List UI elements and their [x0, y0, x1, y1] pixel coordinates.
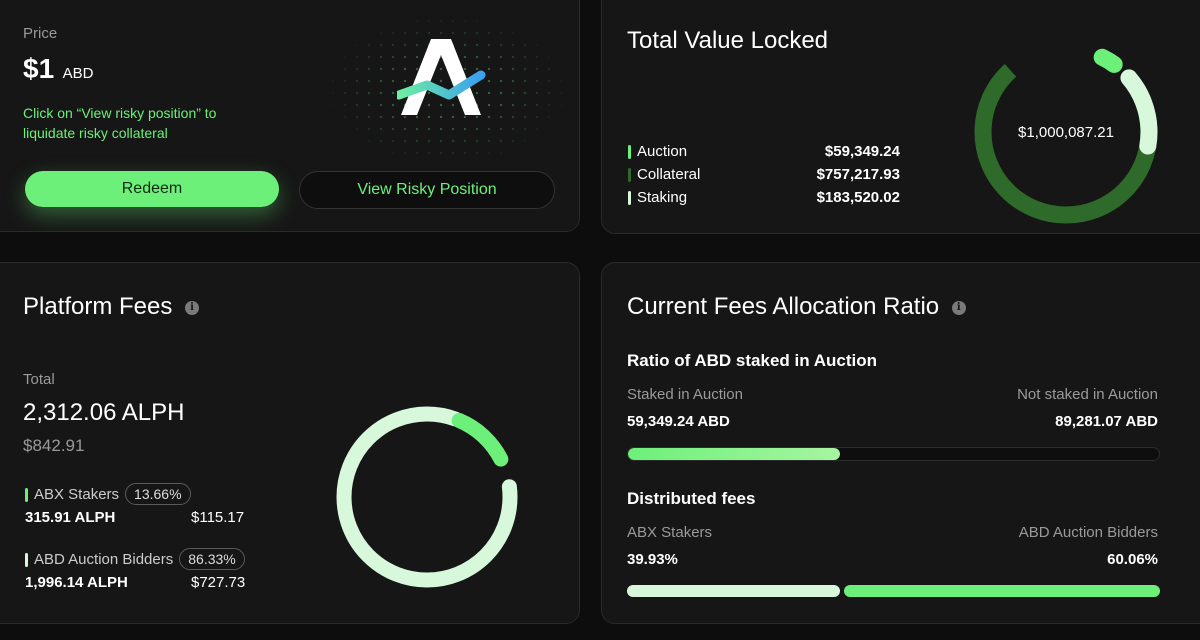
fees-total-value: 2,312.06 ALPH: [23, 399, 185, 426]
group-label: ABD Auction Bidders: [34, 551, 174, 568]
fees-arc-abd-bidders: [336, 406, 518, 588]
fees-group-abx-stakers: ABX Stakers 13.66% 315.91 ALPH $115.17: [25, 483, 255, 526]
abx-stakers-segment: [627, 585, 840, 597]
legend-marker-staking: [628, 191, 631, 206]
redeem-label: Redeem: [121, 180, 183, 197]
tvl-legend-staking: Staking $183,520.02: [628, 189, 900, 206]
abx-stakers-label: ABX Stakers: [627, 524, 713, 541]
legend-label: Auction: [637, 143, 688, 160]
info-icon[interactable]: i: [951, 300, 966, 315]
distributed-fees-bar: [627, 585, 1160, 597]
staked-value: 59,349.24 ABD: [627, 413, 730, 430]
info-icon[interactable]: i: [185, 300, 200, 315]
legend-marker-abx: [25, 488, 28, 503]
group-alph: 315.91 ALPH: [25, 509, 116, 526]
staked-ratio-bar: [627, 447, 1160, 461]
tvl-arc-staking: [974, 40, 1158, 224]
group-label: ABX Stakers: [34, 486, 120, 503]
tvl-card: Total Value Locked Auction $59,349.24 Co…: [601, 0, 1200, 234]
legend-value: $59,349.24: [824, 143, 900, 160]
view-risky-position-button[interactable]: View Risky Position: [299, 171, 555, 209]
staked-ratio-fill: [628, 448, 840, 460]
tvl-legend-auction: Auction $59,349.24: [628, 143, 900, 160]
liquidate-hint: Click on “View risky position” to liquid…: [23, 105, 217, 141]
group-usd: $115.17: [191, 509, 245, 526]
allocation-card: Current Fees Allocation Ratio i Ratio of…: [601, 262, 1200, 624]
fees-group-abd-auction-bidders: ABD Auction Bidders 86.33% 1,996.14 ALPH …: [25, 548, 265, 591]
redeem-button[interactable]: Redeem: [25, 171, 279, 207]
price-label: Price: [23, 25, 58, 42]
abd-bidders-value: 60.06%: [1107, 551, 1158, 568]
not-staked-label: Not staked in Auction: [1017, 386, 1158, 403]
staked-label: Staked in Auction: [627, 386, 743, 403]
abd-logo-icon: [397, 39, 486, 115]
legend-label: Collateral: [637, 166, 701, 183]
allocation-title-row: Current Fees Allocation Ratio i: [627, 293, 966, 321]
abx-stakers-value: 39.93%: [627, 551, 678, 568]
not-staked-value: 89,281.07 ABD: [1055, 413, 1158, 430]
fees-total-usd: $842.91: [23, 436, 85, 455]
legend-marker-auction: [628, 145, 631, 160]
tvl-donut-chart: $1,000,087.21: [974, 40, 1158, 224]
view-risky-label: View Risky Position: [357, 181, 497, 198]
tvl-total: $1,000,087.21: [1018, 124, 1114, 141]
platform-fees-title-row: Platform Fees i: [23, 293, 200, 321]
tvl-title: Total Value Locked: [627, 27, 829, 54]
group-usd: $727.73: [191, 574, 246, 591]
price-value: $1 ABD: [23, 53, 93, 85]
allocation-title: Current Fees Allocation Ratio: [627, 293, 940, 320]
legend-marker-abd: [25, 553, 28, 568]
platform-fees-card: Platform Fees i Total 2,312.06 ALPH $842…: [0, 262, 580, 624]
fees-donut-chart: [336, 406, 518, 588]
price-card: Price $1 ABD Click on “View risky positi…: [0, 0, 580, 232]
platform-fees-title: Platform Fees: [23, 293, 173, 320]
fees-total-label: Total: [23, 371, 55, 388]
legend-label: Staking: [637, 189, 688, 206]
abd-bidders-label: ABD Auction Bidders: [1018, 524, 1158, 541]
tvl-legend-collateral: Collateral $757,217.93: [628, 166, 900, 183]
group-percent-badge: 86.33%: [179, 548, 245, 570]
group-alph: 1,996.14 ALPH: [25, 574, 128, 591]
legend-marker-collateral: [628, 168, 631, 183]
abd-bidders-segment: [843, 585, 1160, 597]
group-percent-badge: 13.66%: [125, 483, 191, 505]
price-amount: $1: [23, 53, 55, 84]
ratio-title: Ratio of ABD staked in Auction: [627, 351, 877, 370]
distributed-fees-title: Distributed fees: [627, 489, 756, 508]
price-unit: ABD: [62, 65, 94, 82]
legend-value: $183,520.02: [816, 189, 900, 206]
legend-value: $757,217.93: [816, 166, 900, 183]
